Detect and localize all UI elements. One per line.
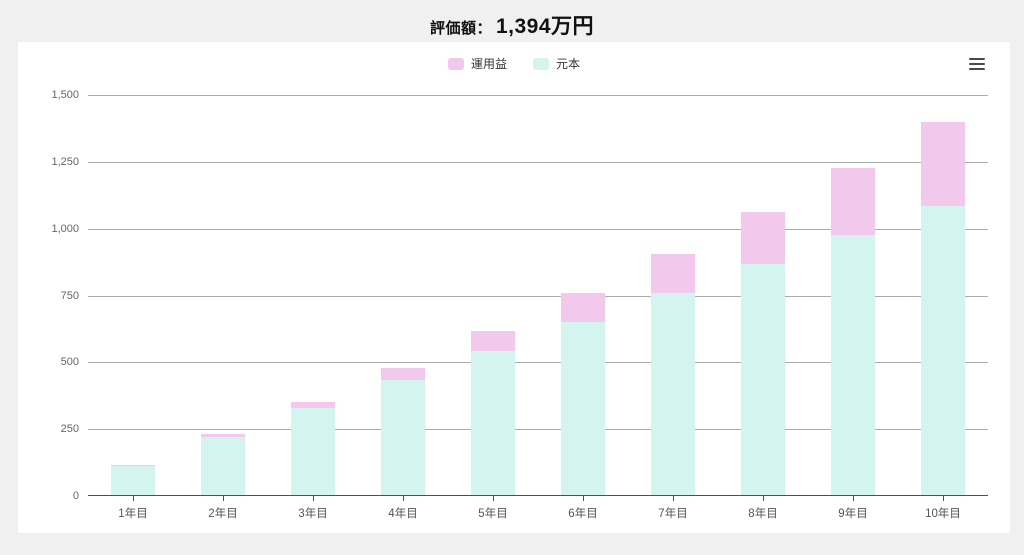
x-axis-label-9: 9年目 xyxy=(838,508,868,520)
gridline-250 xyxy=(88,429,988,431)
bar-8-principal-segment[interactable] xyxy=(741,264,785,495)
x-axis-tick-10 xyxy=(943,495,944,501)
legend-label-gain: 運用益 xyxy=(470,57,507,71)
y-axis-label-750: 750 xyxy=(60,289,79,302)
y-axis-label-1250: 1,250 xyxy=(51,155,79,168)
bar-3-gain-segment[interactable] xyxy=(291,401,335,409)
bar-2-gain-segment[interactable] xyxy=(201,434,245,438)
bar-4-gain-segment[interactable] xyxy=(381,367,425,380)
y-axis-label-1500: 1,500 xyxy=(51,89,79,101)
x-axis-label-8: 8年目 xyxy=(748,508,778,520)
bar-5-principal-segment[interactable] xyxy=(471,350,515,495)
x-axis-label-7: 7年目 xyxy=(658,508,688,520)
bar-2-principal-segment[interactable] xyxy=(201,437,245,495)
x-axis-tick-2 xyxy=(223,495,224,501)
gridline-1250 xyxy=(88,161,988,163)
bar-10-gain-segment[interactable] xyxy=(921,122,965,207)
x-axis-label-3: 3年目 xyxy=(298,508,328,520)
x-axis-tick-9 xyxy=(853,495,854,501)
legend-item-principal[interactable]: 元本 xyxy=(533,55,580,72)
hamburger-menu-icon xyxy=(969,57,985,71)
y-axis-label-500: 500 xyxy=(60,356,79,369)
legend-swatch-principal-icon xyxy=(533,57,549,70)
title-label: 評価額： xyxy=(429,20,492,37)
y-axis-label-0: 0 xyxy=(72,490,79,502)
plot-area: 0 250 500 750 1,000 1,250 1,500 1年目 2年目 3年目 4年目 5年目… xyxy=(51,89,988,520)
chart-card: 運用益 元本 0 250 500 750 1,000 1,250 1,500 1年目 2年目 3年… xyxy=(18,42,1010,533)
x-axis-label-10: 10年目 xyxy=(925,508,961,520)
x-axis-tick-3 xyxy=(313,495,314,501)
gridline-500 xyxy=(88,362,988,364)
bar-1-gain-segment[interactable] xyxy=(111,465,155,467)
x-axis-tick-8 xyxy=(763,495,764,501)
chart-context-menu-button[interactable] xyxy=(966,54,988,74)
x-axis-label-4: 4年目 xyxy=(388,508,418,520)
page-title: 評価額： 1,394万円 xyxy=(0,10,1024,40)
x-axis-label-1: 1年目 xyxy=(118,508,148,520)
gridline-750 xyxy=(88,295,988,297)
legend-item-gain[interactable]: 運用益 xyxy=(447,55,507,72)
bar-4-principal-segment[interactable] xyxy=(381,379,425,495)
bar-7-gain-segment[interactable] xyxy=(651,253,695,293)
bar-6-gain-segment[interactable] xyxy=(561,293,605,322)
x-axis-label-2: 2年目 xyxy=(208,508,238,520)
bar-5-gain-segment[interactable] xyxy=(471,331,515,351)
title-value: 1,394万円 xyxy=(495,15,595,38)
bar-1-principal-segment[interactable] xyxy=(111,466,155,495)
bar-8-gain-segment[interactable] xyxy=(741,211,785,265)
bar-10-principal-segment[interactable] xyxy=(921,206,965,495)
chart-legend: 運用益 元本 xyxy=(18,55,1010,72)
y-axis-label-250: 250 xyxy=(60,423,79,436)
bar-7-principal-segment[interactable] xyxy=(651,292,695,495)
x-axis-label-5: 5年目 xyxy=(478,508,508,520)
bar-9-principal-segment[interactable] xyxy=(831,235,875,495)
bar-3-principal-segment[interactable] xyxy=(291,408,335,495)
legend-label-principal: 元本 xyxy=(556,57,581,71)
x-axis-tick-7 xyxy=(673,495,674,501)
y-axis-label-1000: 1,000 xyxy=(51,222,79,235)
x-axis-label-6: 6年目 xyxy=(568,508,598,520)
x-axis-tick-5 xyxy=(493,495,494,501)
bar-9-gain-segment[interactable] xyxy=(831,167,875,236)
legend-swatch-gain-icon xyxy=(447,57,464,70)
x-axis-tick-4 xyxy=(403,495,404,501)
bar-6-principal-segment[interactable] xyxy=(561,321,605,495)
gridline-1000 xyxy=(88,228,988,230)
gridline-1500 xyxy=(88,95,988,96)
x-axis-tick-6 xyxy=(583,495,584,501)
x-axis-tick-1 xyxy=(133,495,134,501)
